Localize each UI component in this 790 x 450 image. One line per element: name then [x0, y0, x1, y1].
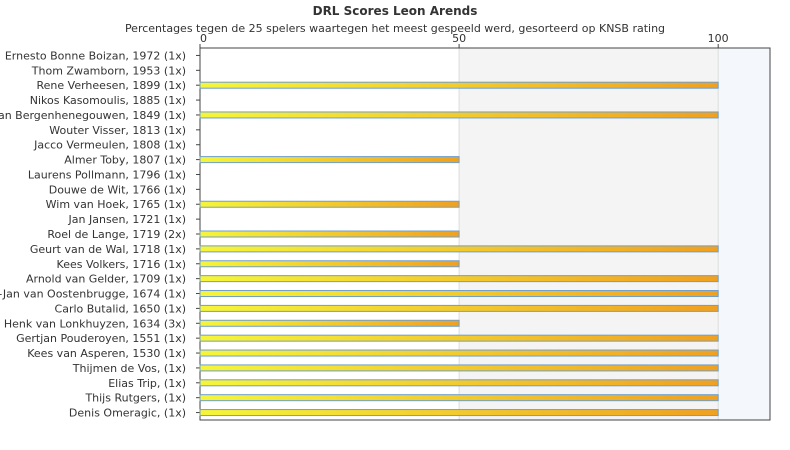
bar — [199, 111, 719, 119]
y-tick-label: Wim van Hoek, 1765 (1x) — [46, 198, 186, 211]
bar — [199, 394, 719, 402]
bar — [199, 156, 460, 164]
bar — [199, 230, 460, 238]
y-tick-label: Carlo Butalid, 1650 (1x) — [55, 302, 186, 315]
y-tick-label: Elias Trip, (1x) — [108, 377, 186, 390]
x-tick-label: 50 — [452, 32, 466, 45]
x-tick-label: 100 — [708, 32, 729, 45]
y-tick-label: Thijmen de Vos, (1x) — [72, 362, 186, 375]
y-tick-label: Arnold van Gelder, 1709 (1x) — [26, 273, 186, 286]
y-tick-label: Roel de Lange, 1719 (2x) — [47, 228, 186, 241]
grid-band — [459, 48, 719, 420]
y-tick-label: t-Jan van Oostenbrugge, 1674 (1x) — [0, 288, 186, 301]
y-tick-label: Douwe de Wit, 1766 (1x) — [49, 183, 186, 196]
bar — [199, 290, 719, 298]
bar — [199, 334, 719, 342]
y-tick-label: Ernesto Bonne Boizan, 1972 (1x) — [5, 49, 186, 62]
y-tick-label: Wouter Visser, 1813 (1x) — [49, 124, 186, 137]
bar — [199, 81, 719, 89]
y-tick-label: Jan Jansen, 1721 (1x) — [68, 213, 186, 226]
y-tick-label: Almer Toby, 1807 (1x) — [64, 154, 186, 167]
bar — [199, 319, 460, 327]
y-tick-label: Thom Zwamborn, 1953 (1x) — [31, 64, 186, 77]
grid-band — [718, 48, 770, 420]
bar — [199, 200, 460, 208]
x-tick-label: 0 — [200, 32, 207, 45]
y-tick-label: Jacco Vermeulen, 1808 (1x) — [33, 139, 186, 152]
bar — [199, 260, 460, 268]
y-tick-label: Rene Verheesen, 1899 (1x) — [37, 79, 186, 92]
bar — [199, 409, 719, 417]
bar — [199, 364, 719, 372]
bar — [199, 245, 719, 253]
bar — [199, 379, 719, 387]
bar — [199, 304, 719, 312]
y-tick-label: van Bergenhenegouwen, 1849 (1x) — [0, 109, 186, 122]
chart-subtitle: Percentages tegen de 25 spelers waartege… — [124, 22, 666, 35]
bar — [199, 349, 719, 357]
y-tick-label: Denis Omeragic, (1x) — [69, 407, 186, 420]
y-tick-label: Nikos Kasomoulis, 1885 (1x) — [30, 94, 186, 107]
y-tick-label: Thijs Rutgers, (1x) — [84, 392, 186, 405]
y-tick-label: Kees Volkers, 1716 (1x) — [57, 258, 186, 271]
y-tick-label: Kees van Asperen, 1530 (1x) — [27, 347, 186, 360]
chart-title: DRL Scores Leon Arends — [312, 4, 478, 18]
y-tick-label: Laurens Pollmann, 1796 (1x) — [28, 168, 186, 181]
bar — [199, 275, 719, 283]
y-tick-label: Geurt van de Wal, 1718 (1x) — [30, 243, 186, 256]
y-tick-label: Henk van Lonkhuyzen, 1634 (3x) — [4, 317, 186, 330]
y-tick-label: Gertjan Pouderoyen, 1551 (1x) — [16, 332, 186, 345]
